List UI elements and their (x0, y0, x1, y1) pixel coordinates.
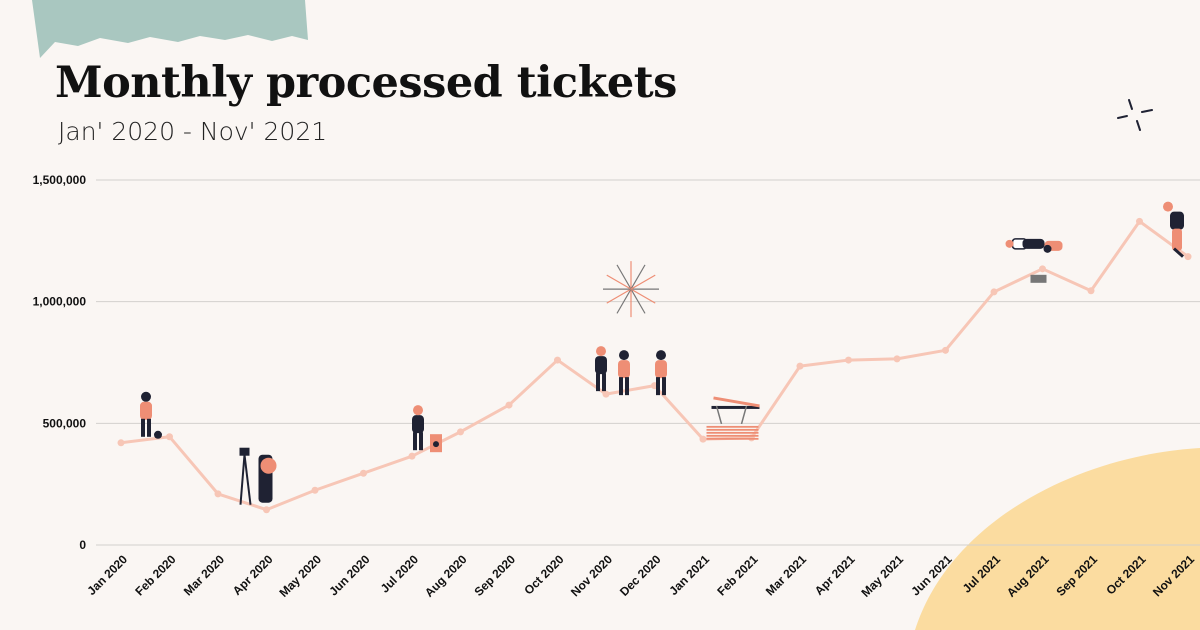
series-line (119, 219, 1190, 512)
x-tick-label: Jul 2020 (378, 552, 422, 596)
y-tick-label: 1,500,000 (33, 173, 87, 187)
x-tick-label: Dec 2020 (617, 552, 664, 599)
x-tick-label: Mar 2020 (181, 552, 227, 598)
corner-blob (915, 448, 1200, 630)
x-tick-label: Apr 2020 (230, 552, 276, 598)
data-point (1184, 253, 1192, 261)
climbing-person-icon (1163, 201, 1184, 258)
chart-title: Monthly processed tickets (55, 58, 677, 108)
data-point (845, 356, 852, 364)
data-point (893, 355, 901, 363)
x-tick-label: Sep 2020 (471, 552, 518, 599)
data-point (408, 452, 416, 460)
x-tick-label: Nov 2020 (568, 552, 615, 599)
x-tick-label: Jan 2021 (666, 552, 712, 598)
celebration-group-icon (595, 261, 667, 396)
data-point (505, 401, 513, 409)
data-point (942, 346, 949, 354)
data-point (1039, 265, 1046, 273)
x-tick-label: Feb 2020 (132, 552, 178, 598)
data-point (554, 356, 561, 364)
data-point (699, 435, 707, 443)
workbench-icon (706, 396, 760, 440)
data-point (796, 362, 804, 370)
x-tick-label: Apr 2021 (812, 552, 858, 598)
x-tick-label: May 2020 (276, 552, 324, 600)
y-tick-label: 1,000,000 (33, 295, 87, 309)
data-point (166, 433, 173, 441)
data-point (990, 288, 998, 296)
data-point (1087, 287, 1095, 295)
x-tick-label: Jun 2020 (326, 552, 372, 598)
dancing-people-icon (1005, 238, 1063, 283)
sparkle-icon (1117, 99, 1153, 131)
tape-decoration (32, 0, 308, 58)
data-point (214, 490, 222, 498)
data-point (117, 439, 125, 447)
x-tick-label: Mar 2021 (763, 552, 809, 598)
data-point (360, 469, 367, 477)
x-tick-label: Aug 2020 (422, 552, 470, 600)
x-tick-label: Feb 2021 (714, 552, 760, 598)
y-tick-label: 0 (79, 538, 86, 552)
data-point (311, 486, 319, 494)
chart-subtitle: Jan' 2020 - Nov' 2021 (58, 117, 328, 146)
x-tick-label: May 2021 (858, 552, 906, 600)
data-point (457, 428, 464, 436)
x-tick-label: Jan 2020 (84, 552, 130, 598)
person-standing-with-ball-icon (140, 391, 162, 439)
data-point (602, 390, 610, 398)
person-with-speaker-icon (412, 405, 442, 453)
data-point (1136, 217, 1143, 225)
y-tick-label: 500,000 (43, 416, 87, 430)
x-tick-label: Oct 2020 (521, 552, 567, 598)
person-with-tripod-icon (239, 447, 277, 505)
data-point (263, 506, 270, 514)
